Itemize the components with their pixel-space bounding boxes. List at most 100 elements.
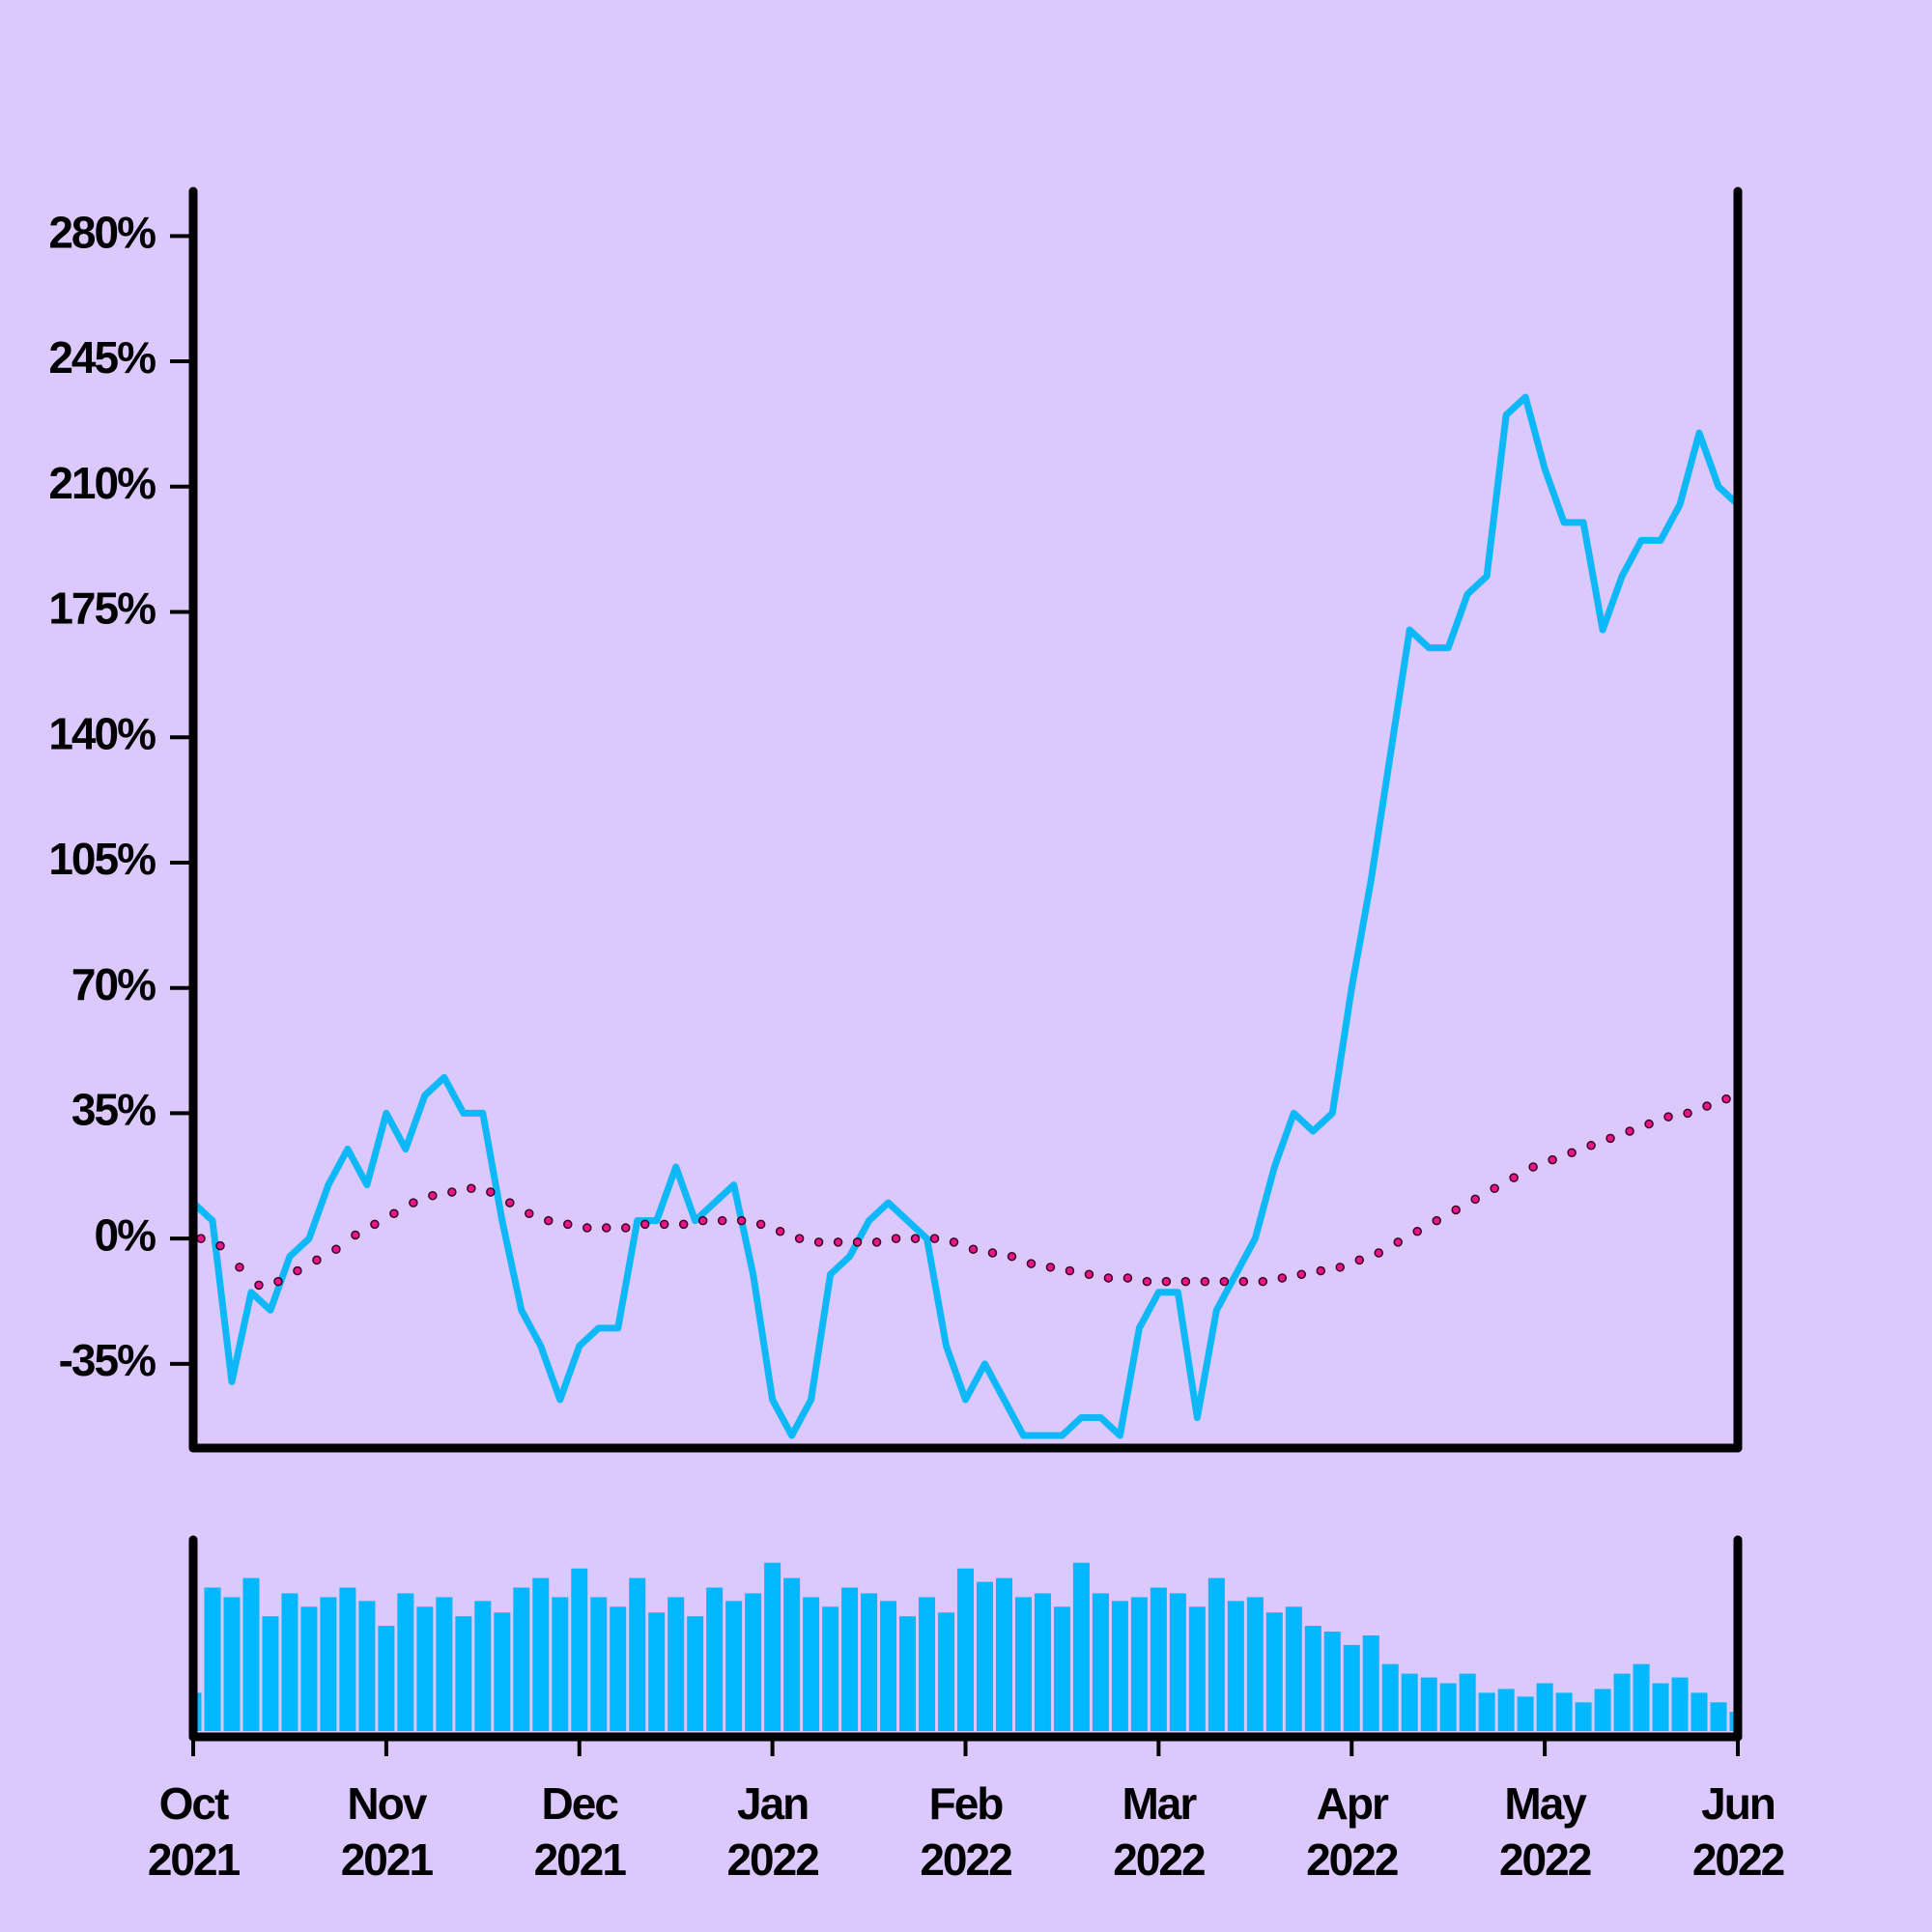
average-dot [1335,1263,1346,1272]
average-dot [1026,1259,1037,1268]
average-dot [891,1234,901,1243]
x-tick-label: Feb 2022 [920,1778,1012,1885]
average-dot [852,1237,863,1247]
average-dot [1605,1133,1615,1144]
volume-bar [436,1597,453,1731]
volume-bar [822,1606,839,1731]
volume-bar [783,1577,801,1731]
average-dot [254,1280,264,1291]
volume-bar [995,1577,1012,1731]
volume-bar [938,1612,955,1731]
volume-bar [1575,1702,1592,1731]
x-tick-label: Jun 2022 [1691,1778,1785,1885]
average-dot [1586,1141,1596,1151]
x-tick-label: Oct 2021 [147,1778,241,1885]
average-dot [1721,1094,1731,1104]
volume-bar [281,1593,298,1731]
average-dot [196,1234,206,1243]
volume-bar [1285,1606,1302,1731]
average-dot [794,1234,805,1243]
volume-bar [1343,1644,1360,1731]
average-dot [312,1255,322,1265]
volume-bar [629,1577,646,1731]
x-tick-label: Apr 2022 [1306,1778,1399,1885]
x-tick-label: Jan 2022 [726,1778,819,1885]
volume-bar [1208,1577,1225,1731]
volume-bar [1555,1692,1573,1731]
volume-bar [1227,1601,1244,1731]
average-dot [1142,1276,1152,1287]
volume-bar [1111,1601,1128,1731]
y-tick-label: 140% [48,708,156,758]
average-dot [1354,1255,1364,1265]
y-tick-label: 105% [48,834,156,884]
volume-bar [1497,1689,1515,1731]
average-dot [525,1208,534,1218]
plot-area [193,393,1738,1439]
volume-bar [242,1577,260,1731]
volume-bar [687,1616,704,1731]
volume-bar [1671,1677,1689,1731]
volume-bar [861,1593,878,1731]
average-dot [1180,1276,1191,1287]
volume-bar [880,1601,897,1731]
average-dot [601,1223,611,1233]
average-dot [1683,1108,1692,1119]
volume-bar [1478,1692,1495,1731]
average-dot [1084,1269,1094,1279]
average-dot [871,1237,882,1247]
volume-bar [1459,1673,1476,1731]
average-dot [620,1223,631,1233]
average-dot [1258,1276,1268,1287]
volume-bar [1304,1626,1321,1731]
average-dot [1644,1119,1654,1129]
average-dot [1045,1263,1056,1272]
volume-bar [1072,1562,1090,1731]
average-dot [1393,1237,1403,1247]
volume-bar [1536,1683,1553,1731]
y-tick-label: 175% [48,583,156,634]
average-dot [1007,1251,1017,1262]
volume-bar [841,1587,859,1731]
x-tick-label: Nov 2021 [340,1778,434,1885]
volume-bar [397,1593,414,1731]
volume-bar [706,1587,724,1731]
average-dot [1412,1227,1422,1236]
volume-bar [1594,1689,1611,1731]
average-dot [582,1223,592,1233]
average-dot [1277,1273,1288,1283]
volume-bar [957,1568,974,1731]
volume-bar [803,1597,820,1731]
average-dot [1702,1101,1712,1111]
average-dot [505,1198,515,1208]
average-dot [486,1187,496,1197]
volume-bar [1265,1612,1283,1731]
volume-bar [919,1597,936,1731]
volume-area [193,1562,1738,1731]
volume-bar [1130,1597,1148,1731]
volume-bar [455,1616,472,1731]
volume-bar [648,1612,666,1731]
volume-bar [1690,1692,1708,1731]
average-dot [331,1244,341,1255]
y-tick-label: 0% [95,1209,156,1260]
average-dot [1065,1265,1075,1276]
average-dot [563,1219,573,1230]
volume-bar [1401,1673,1418,1731]
volume-bar [1053,1606,1070,1731]
volume-bar [1613,1673,1631,1731]
volume-bar [494,1612,511,1731]
volume-bar [320,1597,337,1731]
volume-bar [1188,1606,1206,1731]
average-dot [351,1230,360,1240]
volume-bar [474,1601,492,1731]
average-dot [447,1187,457,1197]
volume-bar [204,1587,221,1731]
volume-bar [1439,1683,1457,1731]
price-line [193,393,1738,1439]
average-dot [813,1237,824,1247]
volume-bar [1420,1677,1437,1731]
volume-bar [300,1606,318,1731]
volume-bar [552,1597,569,1731]
